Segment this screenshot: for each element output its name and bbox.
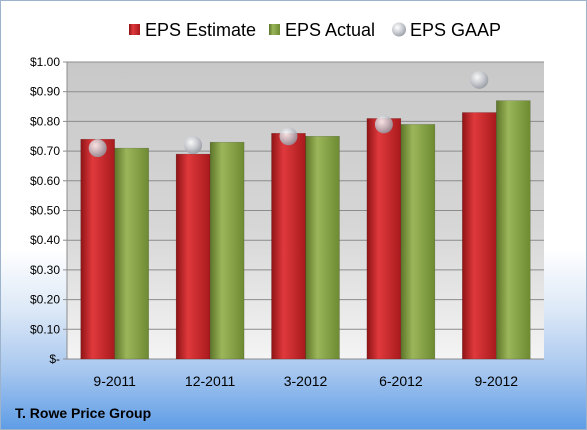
y-axis: $- $0.10 $0.20 $0.30 $0.40 $0.50 $0.60 $0.70 $0.…: [30, 55, 68, 366]
x-tick-label: 9-2012: [475, 373, 519, 389]
legend: EPS Estimate EPS Actual EPS GAAP: [129, 20, 501, 40]
y-tick-label: $-: [49, 352, 60, 366]
y-tick-label: $0.80: [30, 114, 60, 128]
y-tick-label: $0.30: [30, 263, 60, 277]
eps-gaap-legend-swatch: [392, 22, 406, 37]
gaap-markers: [88, 70, 489, 158]
y-tick-label: $0.20: [30, 293, 60, 307]
eps-actual-bar: [114, 147, 149, 360]
eps-estimate-legend-label: EPS Estimate: [145, 20, 256, 40]
eps-gaap-legend-label: EPS GAAP: [410, 20, 501, 40]
y-tick-label: $0.10: [30, 322, 60, 336]
eps-estimate-legend-swatch: [129, 24, 140, 35]
eps-gaap-point: [88, 139, 107, 158]
bars: [80, 100, 531, 360]
x-tick-label: 3-2012: [284, 373, 328, 389]
x-axis: 9-2011 12-2011 3-2012 6-2012 9-2012: [93, 373, 518, 389]
y-tick-label: $0.90: [30, 85, 60, 99]
eps-gaap-point: [279, 127, 298, 146]
eps-estimate-bar: [271, 133, 306, 360]
eps-gaap-point: [470, 70, 489, 89]
eps-actual-legend-label: EPS Actual: [285, 20, 375, 40]
eps-estimate-bar: [80, 138, 115, 360]
y-tick-label: $0.60: [30, 174, 60, 188]
company-name: T. Rowe Price Group: [15, 405, 151, 421]
eps-actual-bar: [400, 124, 436, 360]
y-tick-label: $0.40: [30, 233, 60, 247]
x-tick-label: 12-2011: [185, 373, 236, 389]
eps-gaap-point: [184, 136, 203, 155]
eps-actual-bar: [209, 141, 245, 360]
eps-actual-bar: [496, 100, 531, 360]
y-tick-label: $0.70: [30, 144, 60, 158]
eps-gaap-point: [374, 115, 393, 134]
eps-actual-bar: [305, 136, 340, 360]
eps-estimate-bar: [366, 118, 402, 360]
y-tick-label: $1.00: [30, 55, 60, 69]
x-tick-label: 6-2012: [379, 373, 423, 389]
y-tick-label: $0.50: [30, 204, 60, 218]
eps-estimate-bar: [175, 153, 211, 360]
eps-estimate-bar: [462, 112, 497, 360]
x-tick-label: 9-2011: [93, 373, 136, 389]
eps-actual-legend-swatch: [269, 24, 280, 35]
